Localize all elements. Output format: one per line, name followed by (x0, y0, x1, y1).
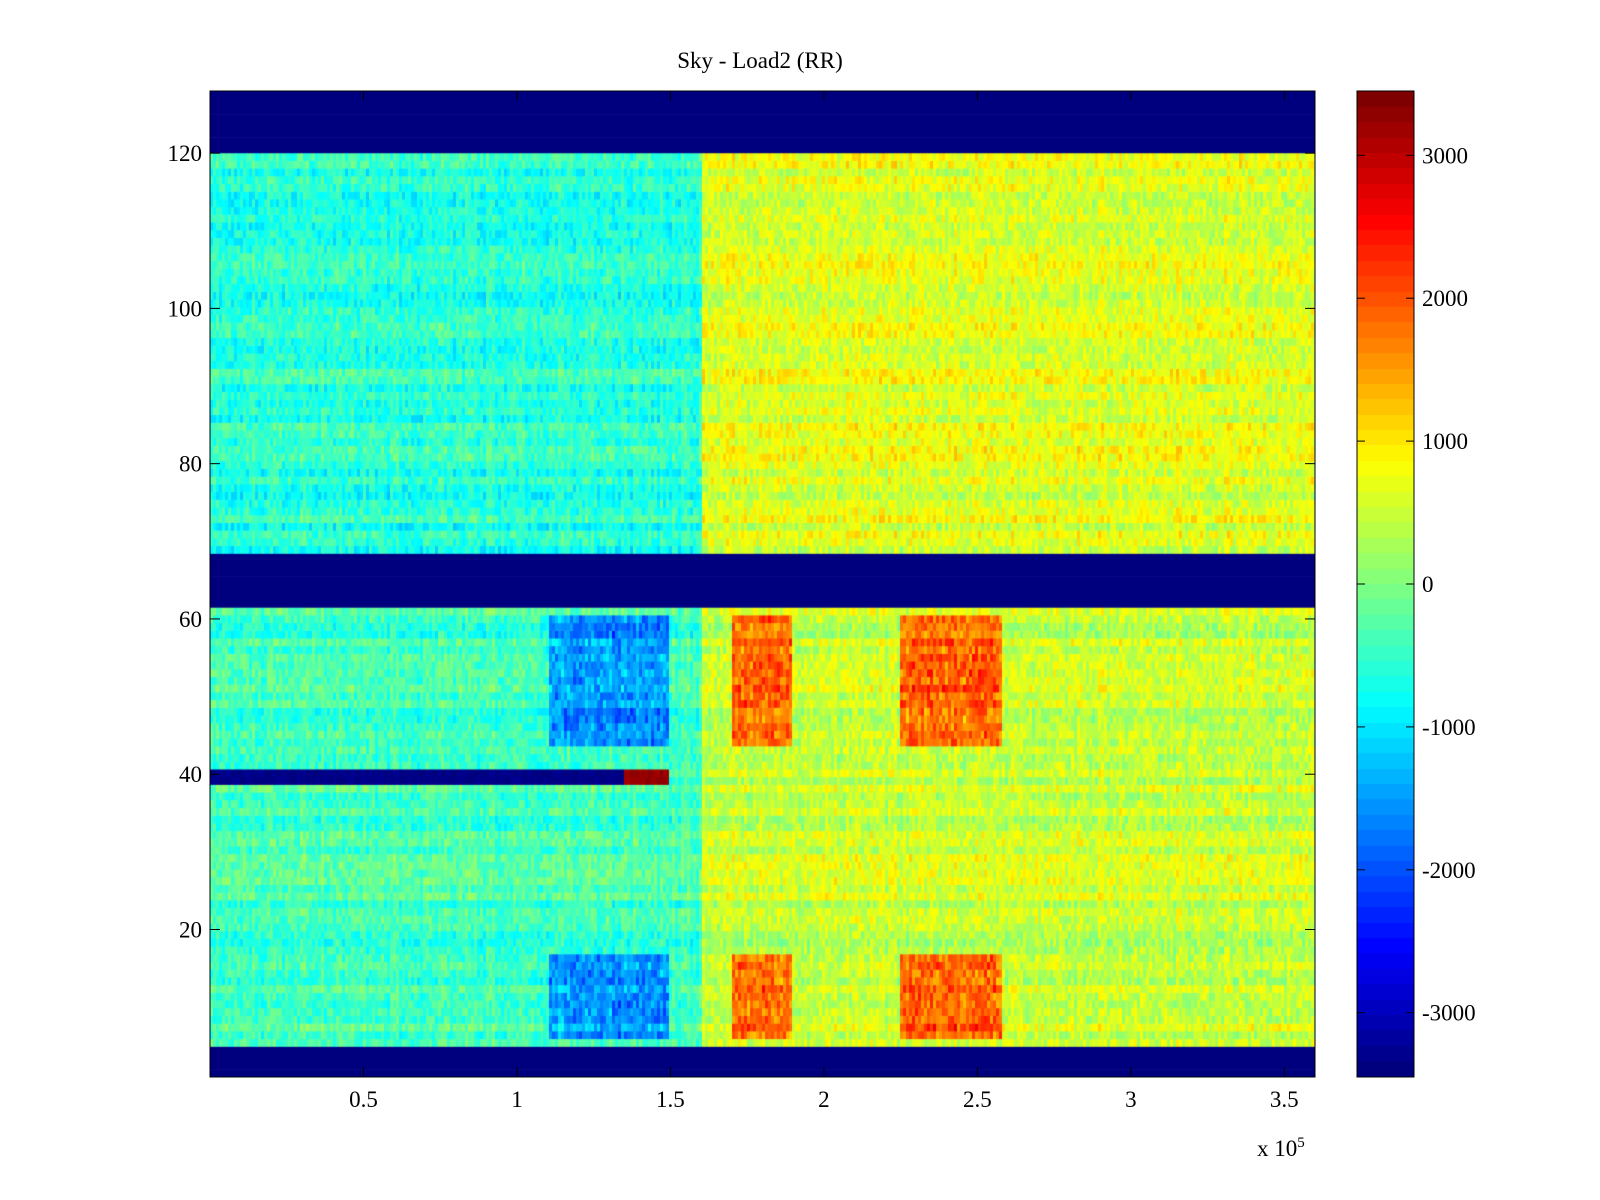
y-tick-label: 80 (179, 452, 202, 477)
x-tick-label: 3 (1125, 1087, 1137, 1112)
heatmap-image (210, 91, 1315, 1077)
colorbar-tick-label: -1000 (1422, 715, 1476, 740)
x-tick-label: 2.5 (963, 1087, 992, 1112)
colorbar-axis: -3000 -2000 -1000 0 1000 2000 3000 (1357, 143, 1476, 1026)
colorbar-tick-label: -2000 (1422, 858, 1476, 883)
colorbar-tick-label: 1000 (1422, 429, 1468, 454)
x-exponent-label: x 105 (1257, 1135, 1305, 1161)
y-tick-label: 100 (168, 296, 203, 321)
x-tick-label: 0.5 (349, 1087, 378, 1112)
plot-frame (209, 90, 1316, 1078)
y-tick-label: 120 (168, 141, 203, 166)
colorbar-tick-label: 0 (1422, 572, 1434, 597)
y-tick-label: 60 (179, 607, 202, 632)
colorbar-tick-label: 3000 (1422, 143, 1468, 168)
plot-area: 0.5 1 1.5 2 2.5 3 3.5 20 40 60 80 100 120 x 105 (168, 90, 1316, 1161)
chart-title: Sky - Load2 (RR) (677, 48, 842, 73)
y-tick-label: 20 (179, 917, 202, 942)
colorbar: -3000 -2000 -1000 0 1000 2000 3000 (1356, 90, 1476, 1078)
colorbar-gradient (1357, 91, 1414, 1077)
colorbar-tick-label: 2000 (1422, 286, 1468, 311)
x-tick-label: 1 (511, 1087, 523, 1112)
x-tick-label: 1.5 (656, 1087, 685, 1112)
x-tick-label: 2 (818, 1087, 830, 1112)
y-axis: 20 40 60 80 100 120 (168, 141, 1315, 942)
x-tick-label: 3.5 (1270, 1087, 1299, 1112)
colorbar-tick-label: -3000 (1422, 1001, 1476, 1026)
x-axis: 0.5 1 1.5 2 2.5 3 3.5 (349, 91, 1299, 1112)
y-tick-label: 40 (179, 762, 202, 787)
